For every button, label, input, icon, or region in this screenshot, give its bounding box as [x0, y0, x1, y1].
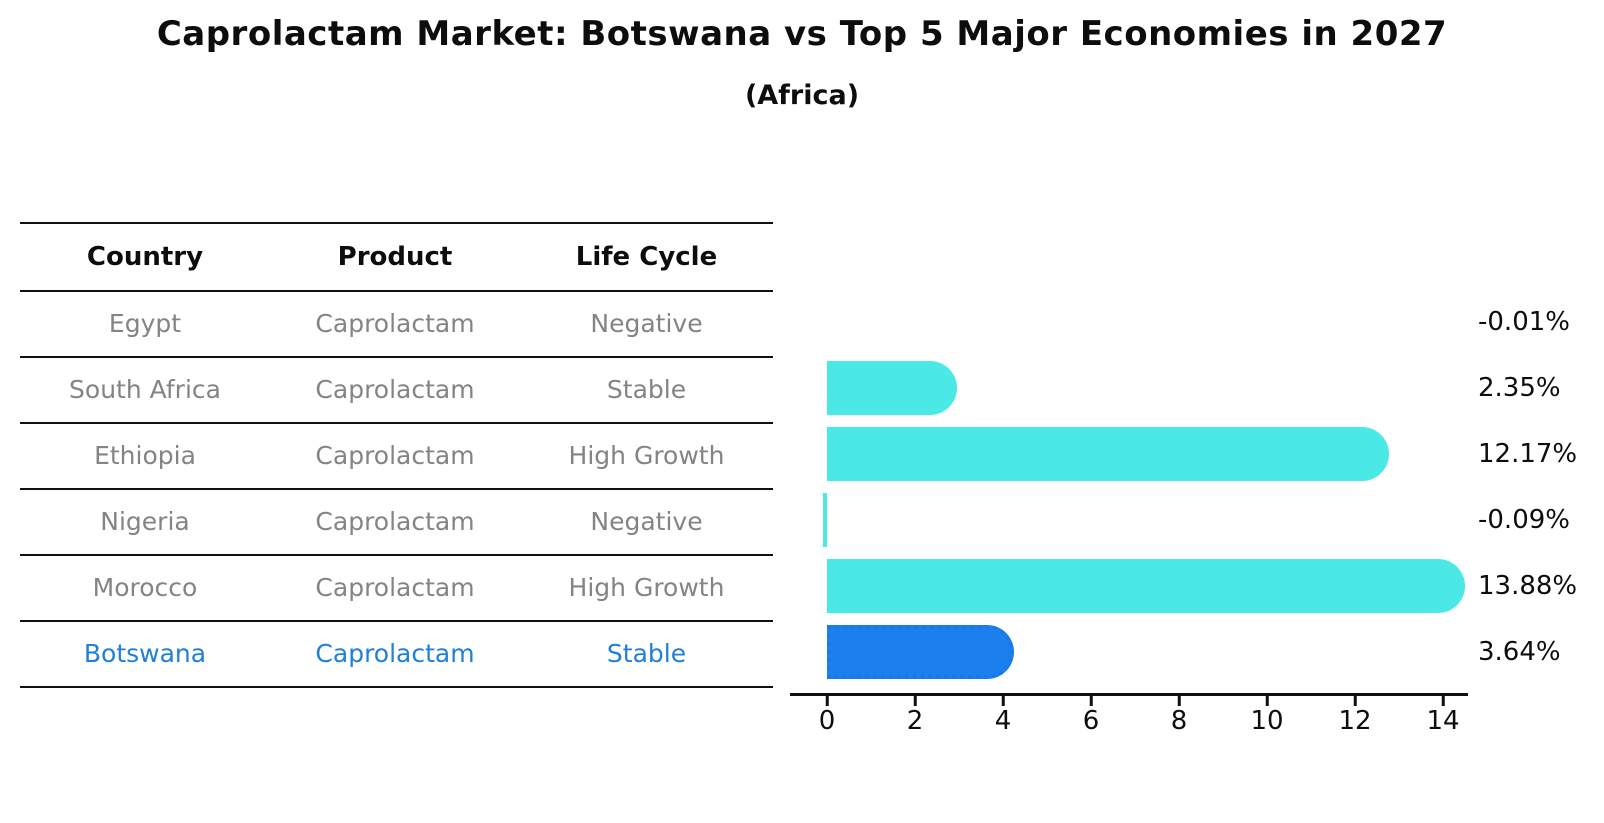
x-axis-tick-label: 2 — [906, 706, 924, 736]
x-axis-tick — [1177, 695, 1181, 706]
cell-country: Nigeria — [100, 507, 190, 537]
bar — [827, 427, 1390, 481]
column-header-life-cycle: Life Cycle — [575, 241, 718, 272]
cell-life-cycle: High Growth — [568, 573, 725, 603]
x-axis-tick-label: 0 — [818, 706, 836, 736]
x-axis-tick — [1265, 695, 1269, 706]
cell-life-cycle: Negative — [590, 309, 703, 339]
x-axis-tick — [1089, 695, 1093, 706]
bar — [827, 625, 1015, 679]
cell-product: Caprolactam — [315, 507, 475, 537]
table-row: South Africa Caprolactam Stable — [20, 358, 773, 424]
table-row: Ethiopia Caprolactam High Growth — [20, 424, 773, 490]
table-body: Egypt Caprolactam Negative South Africa … — [20, 292, 773, 688]
table-header-row: Country Product Life Cycle — [20, 222, 773, 292]
column-header-product: Product — [337, 241, 453, 272]
cell-country: Ethiopia — [94, 441, 196, 471]
x-axis-tick-label: 4 — [994, 706, 1012, 736]
cell-life-cycle: Stable — [606, 639, 687, 669]
table-row: Morocco Caprolactam High Growth — [20, 556, 773, 622]
bar — [827, 361, 958, 415]
bar — [823, 493, 827, 547]
x-axis-tick — [825, 695, 829, 706]
bar-value-label: 3.64% — [1478, 637, 1561, 667]
x-axis-line — [790, 693, 1468, 696]
cell-life-cycle: Stable — [606, 375, 687, 405]
cell-country: Egypt — [108, 309, 182, 339]
bar-value-label: 13.88% — [1478, 571, 1578, 601]
cell-product: Caprolactam — [315, 375, 475, 405]
x-axis-tick — [1441, 695, 1445, 706]
x-axis-tick-label: 6 — [1082, 706, 1100, 736]
chart-subtitle: (Africa) — [744, 80, 860, 111]
cell-country: South Africa — [69, 375, 221, 405]
x-axis-tick-label: 14 — [1426, 706, 1460, 736]
bar-value-label: -0.09% — [1478, 505, 1570, 535]
x-axis-tick-label: 12 — [1338, 706, 1372, 736]
x-axis-tick-label: 8 — [1170, 706, 1188, 736]
country-table: Country Product Life Cycle Egypt Caprola… — [20, 222, 773, 688]
bar-value-label: 2.35% — [1478, 373, 1561, 403]
cell-country: Botswana — [83, 639, 207, 669]
x-axis-tick — [1001, 695, 1005, 706]
column-header-country: Country — [86, 241, 204, 272]
cell-product: Caprolactam — [315, 441, 475, 471]
cell-country: Morocco — [92, 573, 198, 603]
table-row: Botswana Caprolactam Stable — [20, 622, 773, 688]
bar-value-label: 12.17% — [1478, 439, 1578, 469]
table-row: Egypt Caprolactam Negative — [20, 292, 773, 358]
cell-product: Caprolactam — [315, 309, 475, 339]
x-axis-tick-label: 10 — [1250, 706, 1284, 736]
cell-product: Caprolactam — [315, 639, 475, 669]
cell-product: Caprolactam — [315, 573, 475, 603]
table-row: Nigeria Caprolactam Negative — [20, 490, 773, 556]
x-axis-tick — [913, 695, 917, 706]
bar — [827, 559, 1465, 613]
bar-value-label: -0.01% — [1478, 307, 1570, 337]
chart-title: Caprolactam Market: Botswana vs Top 5 Ma… — [156, 14, 1448, 54]
x-axis-tick — [1353, 695, 1357, 706]
cell-life-cycle: Negative — [590, 507, 703, 537]
cell-life-cycle: High Growth — [568, 441, 725, 471]
